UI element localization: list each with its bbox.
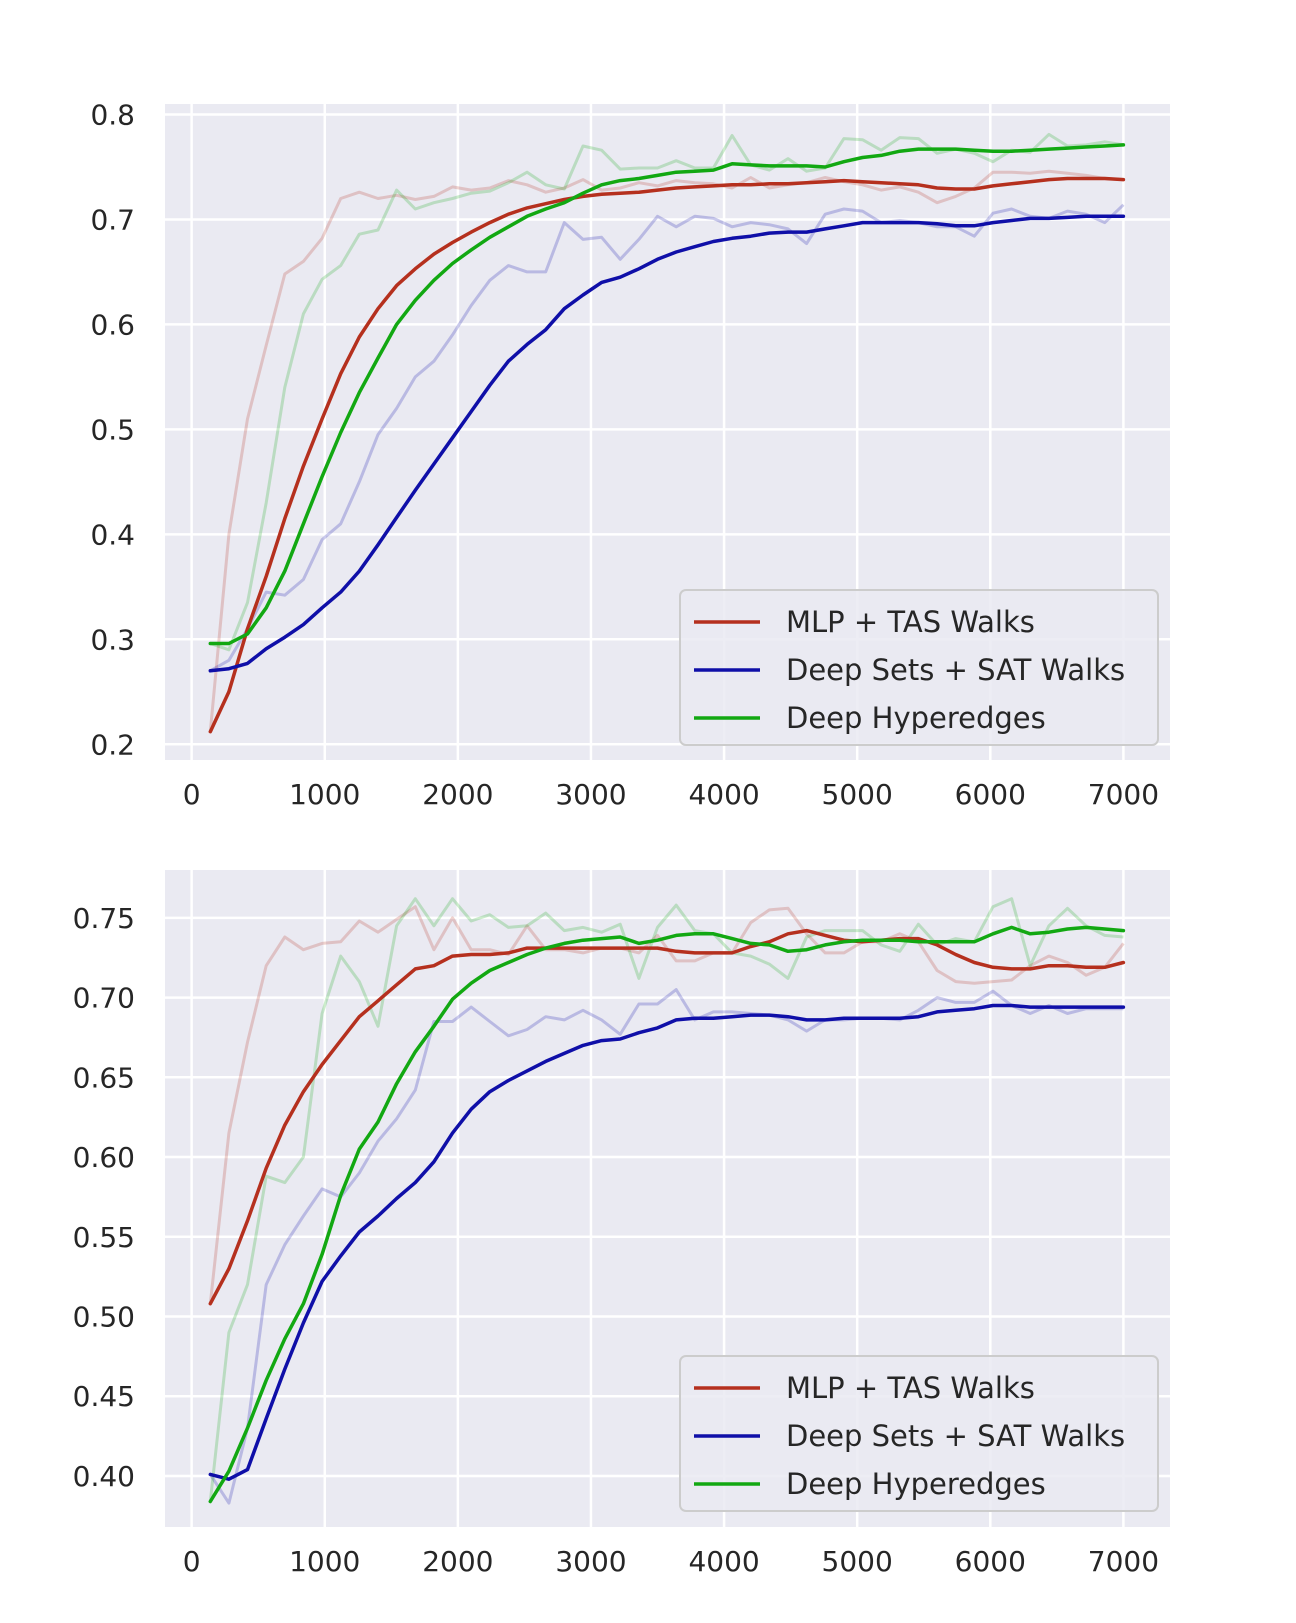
legend: MLP + TAS Walks Deep Sets + SAT Walks Deep… — [679, 1355, 1159, 1512]
series-group — [208, 897, 1126, 1505]
x-tick-label: 5000 — [822, 778, 893, 811]
x-tick-label: 0 — [183, 1545, 201, 1578]
x-tick-label: 0 — [183, 778, 201, 811]
legend-box — [679, 1355, 1159, 1512]
chart-top: 0 1000 2000 3000 4000 5000 6000 7000 0.2 0.3 0.4 0.… — [90, 98, 1170, 811]
x-tick-label: 7000 — [1088, 1545, 1159, 1578]
smoothed-line-deep-sets-sat-walks — [208, 214, 1126, 673]
y-tick-label: 0.50 — [73, 1301, 135, 1334]
x-tick-label: 4000 — [688, 778, 759, 811]
raw-line-deep-sets-sat-walks — [209, 203, 1125, 673]
legend-label-mlp-tas-walks: MLP + TAS Walks — [786, 605, 1035, 639]
y-tick-label: 0.8 — [90, 98, 135, 131]
y-tick-label: 0.70 — [73, 982, 135, 1015]
y-tick-label: 0.6 — [90, 308, 135, 341]
smoothed-line-deep-hyperedges — [208, 143, 1126, 646]
y-tick-label: 0.55 — [73, 1221, 135, 1254]
x-tick-label: 3000 — [555, 778, 626, 811]
smoothed-line-mlp-tas-walks — [208, 928, 1126, 1306]
legend-label-deep-hyperedges: Deep Hyperedges — [786, 1467, 1046, 1501]
x-tick-label: 5000 — [822, 1545, 893, 1578]
series-group — [208, 132, 1126, 734]
smoothed-line-deep-sets-sat-walks — [208, 1003, 1126, 1481]
x-tick-label: 7000 — [1088, 778, 1159, 811]
y-tick-label: 0.40 — [73, 1460, 135, 1493]
legend-label-mlp-tas-walks: MLP + TAS Walks — [786, 1371, 1035, 1405]
y-tick-label: 0.4 — [90, 518, 135, 551]
y-tick-label: 0.45 — [73, 1380, 135, 1413]
y-tick-label: 0.60 — [73, 1141, 135, 1174]
legend-label-deep-hyperedges: Deep Hyperedges — [786, 701, 1046, 735]
x-tick-label: 1000 — [289, 1545, 360, 1578]
smoothed-line-mlp-tas-walks — [208, 176, 1126, 734]
legend-box — [679, 589, 1159, 746]
y-tick-label: 0.3 — [90, 623, 135, 656]
y-tick-label: 0.2 — [90, 728, 135, 761]
y-tick-label: 0.5 — [90, 413, 135, 446]
legend: MLP + TAS Walks Deep Sets + SAT Walks Deep… — [679, 589, 1159, 746]
x-tick-label: 3000 — [555, 1545, 626, 1578]
raw-line-deep-hyperedges — [209, 132, 1124, 652]
smoothed-line-deep-hyperedges — [208, 925, 1126, 1504]
x-tick-label: 6000 — [955, 1545, 1026, 1578]
x-tick-label: 4000 — [688, 1545, 759, 1578]
y-tick-label: 0.65 — [73, 1061, 135, 1094]
x-tick-label: 2000 — [422, 1545, 493, 1578]
chart-bottom: 0 1000 2000 3000 4000 5000 6000 7000 0.40 0.45 0.5… — [73, 870, 1170, 1578]
x-tick-label: 1000 — [289, 778, 360, 811]
legend-label-deep-sets-sat-walks: Deep Sets + SAT Walks — [786, 1419, 1125, 1453]
y-tick-label: 0.75 — [73, 902, 135, 935]
raw-line-deep-sets-sat-walks — [209, 988, 1124, 1505]
x-tick-label: 2000 — [422, 778, 493, 811]
y-tick-label: 0.7 — [90, 203, 135, 236]
legend-label-deep-sets-sat-walks: Deep Sets + SAT Walks — [786, 653, 1125, 687]
x-tick-label: 6000 — [955, 778, 1026, 811]
